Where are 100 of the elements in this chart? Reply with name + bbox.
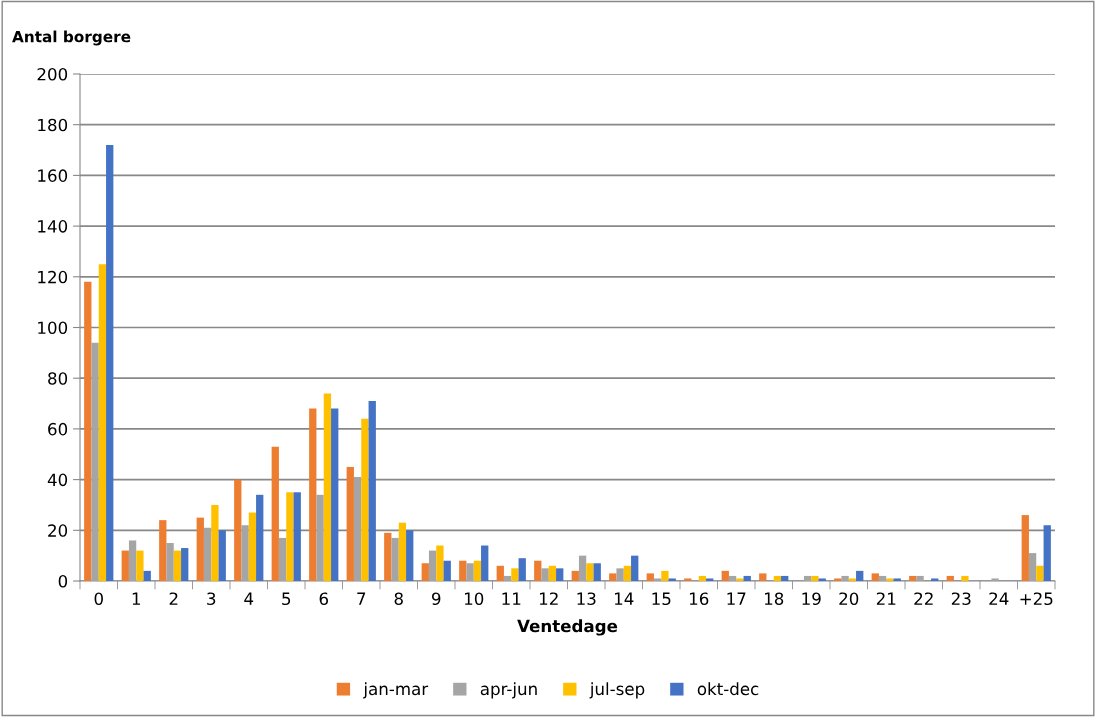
x-tick-label: 20 xyxy=(839,592,859,606)
legend-label: apr-jun xyxy=(480,682,537,699)
bar xyxy=(631,555,639,581)
bar xyxy=(871,573,879,581)
bar xyxy=(398,522,407,581)
y-tick-label: 140 xyxy=(38,220,68,233)
bar xyxy=(961,575,969,581)
bar xyxy=(878,575,887,581)
bar xyxy=(496,565,504,581)
bar xyxy=(668,578,676,581)
bar xyxy=(646,573,654,581)
x-tick-label: +25 xyxy=(1020,592,1053,606)
x-tick-label: 13 xyxy=(577,592,596,606)
bar xyxy=(248,512,257,581)
bar xyxy=(661,570,669,581)
y-tick-label: 120 xyxy=(38,270,68,284)
bar xyxy=(541,568,549,581)
bar xyxy=(271,446,279,581)
x-axis-title: Ventedage xyxy=(517,619,618,636)
bar xyxy=(946,575,954,581)
legend-label: okt-dec xyxy=(697,682,759,696)
bar xyxy=(436,545,444,581)
bar xyxy=(803,575,812,581)
x-tick-label: 2 xyxy=(169,592,178,605)
bar xyxy=(593,563,601,581)
x-tick-label: 16 xyxy=(689,592,709,606)
bar xyxy=(84,281,92,581)
bar xyxy=(721,570,729,581)
y-tick-label: 160 xyxy=(38,169,68,182)
bar xyxy=(106,144,114,581)
bar xyxy=(473,560,482,581)
bar xyxy=(466,563,474,581)
bar xyxy=(196,517,204,581)
bar xyxy=(459,560,467,581)
bar xyxy=(931,578,939,581)
y-tick-label: 100 xyxy=(38,321,68,335)
bar xyxy=(173,550,182,581)
bar xyxy=(143,570,151,581)
bar xyxy=(278,537,287,581)
x-tick-label: 7 xyxy=(357,592,366,605)
bar xyxy=(211,504,219,581)
bar xyxy=(256,494,264,581)
bar xyxy=(128,540,137,581)
bar xyxy=(586,563,594,581)
bar xyxy=(309,408,317,581)
y-axis-title: Antal borgere xyxy=(12,30,131,46)
bar xyxy=(91,342,99,581)
bar xyxy=(848,578,857,581)
x-tick-label: 19 xyxy=(802,592,821,606)
bar xyxy=(331,408,339,581)
x-tick-label: 11 xyxy=(502,592,521,605)
bar xyxy=(759,573,767,581)
bar xyxy=(736,578,744,581)
x-tick-label: 18 xyxy=(764,592,784,606)
bar xyxy=(916,575,924,581)
x-tick-label: 12 xyxy=(539,592,558,605)
x-tick-label: 15 xyxy=(652,592,671,606)
bar xyxy=(428,550,437,581)
bar xyxy=(518,558,526,581)
legend-label: jul-sep xyxy=(589,682,645,699)
bar xyxy=(234,479,242,581)
bar xyxy=(534,560,542,581)
bar xyxy=(443,560,451,581)
bar xyxy=(203,527,212,581)
x-tick-label: 5 xyxy=(282,592,291,606)
x-tick-label: 1 xyxy=(132,592,141,605)
bar xyxy=(293,492,301,581)
bar xyxy=(841,575,849,581)
bar xyxy=(481,545,489,581)
bar xyxy=(811,575,819,581)
bar xyxy=(218,530,226,581)
x-tick-label: 9 xyxy=(432,592,441,606)
bar xyxy=(353,477,362,581)
bar xyxy=(698,575,707,581)
bar xyxy=(773,575,782,581)
bar xyxy=(136,550,144,581)
bar xyxy=(653,578,662,581)
bar xyxy=(503,575,512,581)
bar xyxy=(346,466,354,581)
bar xyxy=(578,555,587,581)
bar xyxy=(323,393,332,581)
x-tick-label: 3 xyxy=(207,592,216,606)
x-tick-label: 23 xyxy=(951,592,971,606)
bar xyxy=(743,575,751,581)
y-tick-label: 0 xyxy=(58,574,68,588)
bar xyxy=(1028,553,1037,581)
x-tick-label: 22 xyxy=(914,592,933,605)
bar xyxy=(159,520,167,581)
x-tick-label: 6 xyxy=(319,592,328,606)
x-tick-label: 8 xyxy=(394,592,403,606)
bar xyxy=(684,578,692,581)
y-tick-label: 80 xyxy=(48,372,68,385)
x-tick-label: 14 xyxy=(614,592,634,605)
bar xyxy=(391,537,399,581)
bar xyxy=(834,578,842,581)
bar xyxy=(548,565,557,581)
bar xyxy=(511,568,519,581)
legend-label: jan-mar xyxy=(363,682,429,699)
x-tick-label: 24 xyxy=(989,592,1009,605)
bar xyxy=(1036,565,1044,581)
